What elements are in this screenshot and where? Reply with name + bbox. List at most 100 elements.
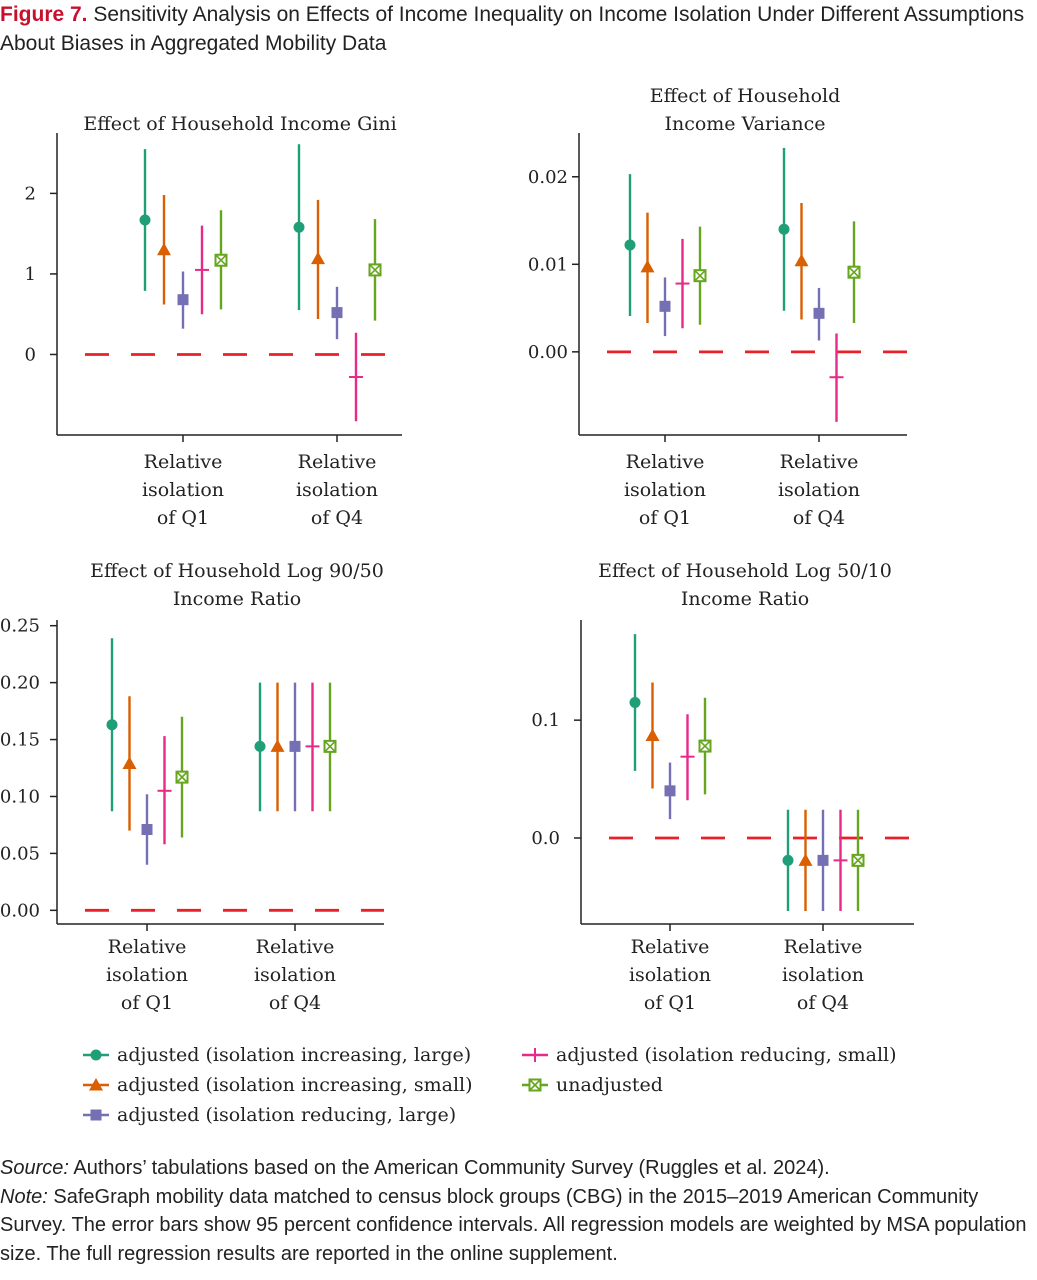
data-point	[851, 853, 865, 867]
x-category-label: Relative	[626, 451, 705, 473]
data-point	[813, 307, 825, 319]
y-tick-label: 0.20	[0, 673, 40, 694]
chart-title: Effect of Household Income Gini	[83, 113, 396, 135]
data-point	[214, 253, 228, 267]
data-point	[664, 785, 676, 797]
y-tick-label: 0.15	[0, 730, 40, 751]
chart-panel-3: Effect of Household Log 90/50 Income Rati…	[0, 560, 384, 1014]
data-point	[254, 740, 266, 752]
figure-label: Figure 7.	[0, 3, 88, 26]
y-tick-label: 0.1	[531, 710, 560, 731]
footnotes: Source: Authors’ tabulations based on th…	[0, 1154, 1034, 1268]
x-category-label: isolation	[142, 479, 224, 501]
x-category-label: isolation	[782, 964, 864, 986]
x-category-label: Relative	[784, 936, 863, 958]
y-tick-label: 0.00	[528, 342, 568, 363]
chart-panel-1: Effect of Household Income Gini 0 1 2 Relati…	[25, 113, 402, 529]
x-category-label: of Q4	[311, 507, 363, 529]
x-category-label: of Q4	[269, 992, 321, 1014]
legend-label: adjusted (isolation increasing, small)	[117, 1074, 473, 1096]
y-tick-label: 0.01	[528, 254, 568, 275]
data-point	[305, 739, 320, 754]
x-category-label: isolation	[296, 479, 378, 501]
data-point	[778, 223, 790, 235]
x-category-label: isolation	[106, 964, 188, 986]
y-tick-label: 0.25	[0, 616, 40, 637]
data-point	[698, 739, 712, 753]
x-category-label: of Q1	[121, 992, 173, 1014]
data-point	[106, 719, 118, 731]
x-category-label: of Q1	[644, 992, 696, 1014]
figure-title-text: Sensitivity Analysis on Effects of Incom…	[0, 3, 1025, 55]
x-category-label: of Q4	[793, 507, 845, 529]
y-tick-label: 0.02	[528, 167, 568, 188]
x-category-label: of Q1	[157, 507, 209, 529]
chart-title: Income Variance	[664, 113, 825, 135]
data-point	[794, 253, 809, 267]
source-label: Source:	[0, 1157, 69, 1179]
x-category-label: Relative	[108, 936, 187, 958]
data-point	[270, 739, 285, 752]
x-category-label: Relative	[144, 451, 223, 473]
legend: adjusted (isolation increasing, large) ad…	[83, 1044, 897, 1126]
legend-item: unadjusted	[522, 1074, 663, 1096]
x-category-label: of Q4	[797, 992, 849, 1014]
data-point	[693, 269, 707, 283]
data-point	[289, 740, 301, 752]
chart-title: Effect of Household Log 50/10	[598, 560, 892, 582]
y-tick-label: 0.0	[531, 828, 560, 849]
data-point	[675, 276, 690, 291]
legend-marker	[90, 1049, 102, 1061]
data-point	[640, 259, 655, 273]
legend-label: adjusted (isolation reducing, small)	[556, 1044, 897, 1066]
data-point	[817, 854, 829, 866]
x-category-label: of Q1	[639, 507, 691, 529]
note-text: SafeGraph mobility data matched to censu…	[0, 1185, 1027, 1265]
x-category-label: isolation	[254, 964, 336, 986]
x-category-label: isolation	[624, 479, 706, 501]
x-category-label: isolation	[629, 964, 711, 986]
y-tick-label: 0	[25, 344, 36, 365]
data-point	[833, 853, 848, 868]
data-point	[368, 263, 382, 277]
data-point	[195, 262, 209, 277]
data-point	[847, 265, 861, 279]
data-point	[624, 239, 636, 251]
data-point	[645, 728, 660, 741]
data-point	[293, 221, 305, 233]
note-label: Note:	[0, 1185, 48, 1208]
data-point	[122, 756, 137, 769]
legend-marker	[90, 1109, 102, 1121]
legend-label: adjusted (isolation increasing, large)	[117, 1044, 471, 1066]
y-tick-label: 1	[25, 264, 36, 285]
legend-item: adjusted (isolation increasing, large)	[83, 1044, 471, 1066]
legend-marker	[528, 1048, 542, 1062]
legend-item: adjusted (isolation reducing, small)	[522, 1044, 897, 1066]
y-tick-label: 0.00	[0, 900, 40, 921]
data-point	[157, 242, 171, 256]
legend-item: adjusted (isolation reducing, large)	[83, 1104, 456, 1126]
data-point	[157, 783, 172, 798]
legend-item: adjusted (isolation increasing, small)	[83, 1074, 473, 1096]
data-point	[175, 770, 189, 784]
y-tick-label: 2	[25, 183, 36, 204]
data-point	[349, 370, 363, 385]
data-point	[323, 739, 337, 753]
data-point	[782, 854, 794, 866]
source-note: Source: Authors’ tabulations based on th…	[0, 1154, 1034, 1183]
data-point	[177, 294, 189, 306]
x-category-label: Relative	[631, 936, 710, 958]
figure-title: Figure 7. Sensitivity Analysis on Effect…	[0, 0, 1030, 58]
data-point	[629, 696, 641, 708]
legend-label: adjusted (isolation reducing, large)	[117, 1104, 456, 1126]
chart-title: Income Ratio	[681, 588, 809, 610]
note: Note: SafeGraph mobility data matched to…	[0, 1183, 1034, 1269]
data-point	[141, 823, 153, 835]
data-point	[659, 300, 671, 312]
data-point	[798, 853, 813, 866]
legend-marker	[528, 1078, 542, 1092]
x-category-label: Relative	[298, 451, 377, 473]
chart-title: Income Ratio	[173, 588, 301, 610]
chart-panel-2: Effect of Household Income Variance 0.00 0.…	[528, 85, 907, 529]
y-tick-label: 0.05	[0, 843, 40, 864]
